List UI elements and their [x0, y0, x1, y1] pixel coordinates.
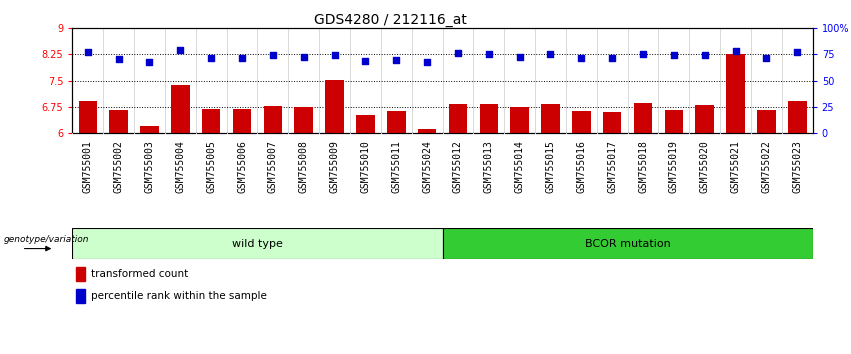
- Point: [513, 54, 527, 59]
- Text: GSM755005: GSM755005: [206, 141, 216, 193]
- Bar: [109, 110, 128, 133]
- Text: wild type: wild type: [232, 239, 283, 249]
- Point: [605, 55, 619, 61]
- Text: genotype/variation: genotype/variation: [3, 235, 89, 244]
- Bar: [78, 101, 97, 133]
- Text: GSM755011: GSM755011: [391, 141, 402, 193]
- Bar: [76, 267, 85, 281]
- Text: GSM755014: GSM755014: [515, 141, 525, 193]
- Point: [174, 47, 187, 53]
- Bar: [356, 115, 374, 133]
- Bar: [264, 106, 282, 133]
- Bar: [202, 109, 220, 133]
- Bar: [387, 111, 405, 133]
- Text: GSM755010: GSM755010: [360, 141, 370, 193]
- Title: GDS4280 / 212116_at: GDS4280 / 212116_at: [314, 13, 467, 27]
- Bar: [479, 104, 498, 133]
- Bar: [76, 289, 85, 303]
- Text: GSM755024: GSM755024: [422, 141, 432, 193]
- Text: GSM755019: GSM755019: [669, 141, 679, 193]
- Text: GSM755004: GSM755004: [175, 141, 186, 193]
- Point: [390, 57, 403, 63]
- Bar: [788, 101, 807, 133]
- Point: [420, 59, 434, 64]
- Point: [297, 54, 311, 59]
- Bar: [757, 110, 775, 133]
- Point: [698, 53, 711, 58]
- Point: [358, 58, 372, 63]
- Text: GSM755006: GSM755006: [237, 141, 247, 193]
- Bar: [695, 105, 714, 133]
- Bar: [294, 107, 313, 133]
- Point: [760, 55, 774, 61]
- Bar: [140, 126, 158, 133]
- Bar: [541, 103, 560, 133]
- Bar: [232, 109, 251, 133]
- Text: percentile rank within the sample: percentile rank within the sample: [91, 291, 266, 301]
- Text: transformed count: transformed count: [91, 269, 188, 279]
- Text: GSM755008: GSM755008: [299, 141, 309, 193]
- Bar: [511, 107, 528, 133]
- Bar: [418, 129, 437, 133]
- Point: [204, 55, 218, 61]
- FancyBboxPatch shape: [72, 228, 443, 259]
- Point: [482, 52, 495, 57]
- Text: GSM755007: GSM755007: [268, 141, 278, 193]
- Text: GSM755020: GSM755020: [700, 141, 710, 193]
- Text: GSM755022: GSM755022: [762, 141, 772, 193]
- Bar: [665, 110, 683, 133]
- Point: [791, 50, 804, 55]
- Point: [667, 53, 681, 58]
- Point: [451, 51, 465, 56]
- Point: [143, 59, 157, 64]
- Bar: [572, 111, 591, 133]
- Bar: [448, 104, 467, 133]
- Text: GSM755012: GSM755012: [453, 141, 463, 193]
- Text: GSM755013: GSM755013: [483, 141, 494, 193]
- Point: [111, 56, 125, 62]
- Bar: [171, 85, 190, 133]
- Text: GSM755023: GSM755023: [792, 141, 802, 193]
- Text: GSM755016: GSM755016: [576, 141, 586, 193]
- Point: [235, 55, 248, 61]
- Text: GSM755009: GSM755009: [329, 141, 340, 193]
- Text: GSM755015: GSM755015: [545, 141, 556, 193]
- Point: [574, 55, 588, 61]
- Point: [81, 50, 94, 55]
- Text: GSM755001: GSM755001: [83, 141, 93, 193]
- Text: GSM755002: GSM755002: [113, 141, 123, 193]
- Text: GSM755003: GSM755003: [145, 141, 155, 193]
- Bar: [603, 112, 621, 133]
- Bar: [726, 55, 745, 133]
- Text: GSM755018: GSM755018: [638, 141, 648, 193]
- Point: [728, 48, 742, 54]
- Text: GSM755021: GSM755021: [730, 141, 740, 193]
- Point: [637, 52, 650, 57]
- Bar: [634, 103, 652, 133]
- Point: [544, 52, 557, 57]
- Point: [328, 53, 341, 58]
- FancyBboxPatch shape: [443, 228, 813, 259]
- Point: [266, 53, 280, 58]
- Text: GSM755017: GSM755017: [607, 141, 617, 193]
- Bar: [325, 80, 344, 133]
- Text: BCOR mutation: BCOR mutation: [585, 239, 671, 249]
